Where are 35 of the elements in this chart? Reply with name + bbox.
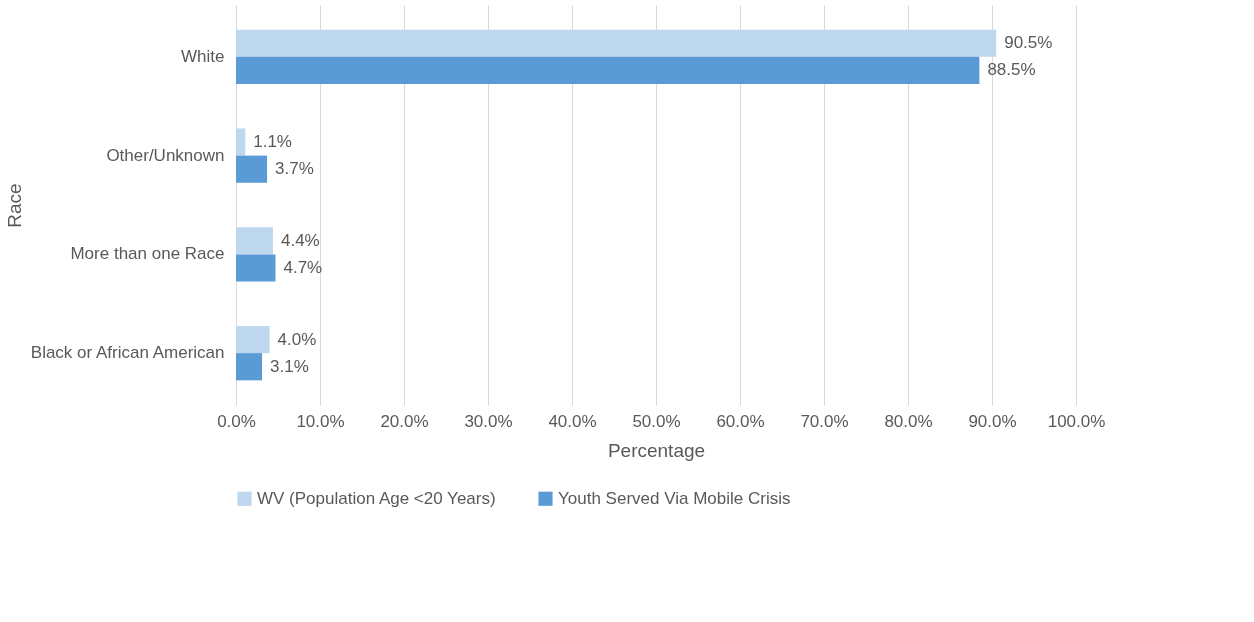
bar: [236, 56, 980, 85]
x-tick-label: 30.0%: [464, 411, 513, 431]
bar: [236, 254, 276, 282]
y-tick-label: White: [181, 46, 225, 66]
bar: [236, 227, 273, 255]
bar: [236, 353, 263, 381]
x-tick-label: 0.0%: [217, 411, 256, 431]
bar: [236, 128, 246, 156]
data-label: 3.7%: [275, 159, 314, 179]
x-tick-label: 70.0%: [800, 411, 849, 431]
data-label: 88.5%: [987, 60, 1036, 80]
bar: [236, 155, 268, 183]
legend-label: WV (Population Age <20 Years): [257, 488, 496, 508]
bar: [236, 29, 997, 57]
y-axis-title: Race: [3, 183, 25, 228]
legend-label: Youth Served Via Mobile Crisis: [558, 488, 791, 508]
x-tick-label: 90.0%: [968, 411, 1017, 431]
bar: [236, 325, 270, 354]
data-label: 4.4%: [280, 230, 320, 250]
x-tick-label: 100.0%: [1047, 411, 1106, 431]
x-tick-label: 40.0%: [548, 411, 597, 431]
data-label: 1.1%: [253, 132, 292, 152]
x-axis-title: Percentage: [607, 439, 706, 461]
y-tick-label: Other/Unknown: [106, 145, 225, 165]
data-label: 4.7%: [283, 257, 323, 277]
y-tick-label: Black or African American: [30, 343, 225, 363]
x-tick-label: 50.0%: [632, 411, 681, 431]
x-tick-label: 60.0%: [716, 411, 765, 431]
data-label: 4.0%: [277, 329, 317, 349]
x-tick-label: 10.0%: [296, 411, 345, 431]
x-tick-label: 20.0%: [380, 411, 429, 431]
data-label: 90.5%: [1004, 33, 1053, 53]
data-label: 3.1%: [270, 356, 309, 376]
x-tick-label: 80.0%: [884, 411, 933, 431]
y-tick-label: More than one Race: [70, 244, 225, 264]
